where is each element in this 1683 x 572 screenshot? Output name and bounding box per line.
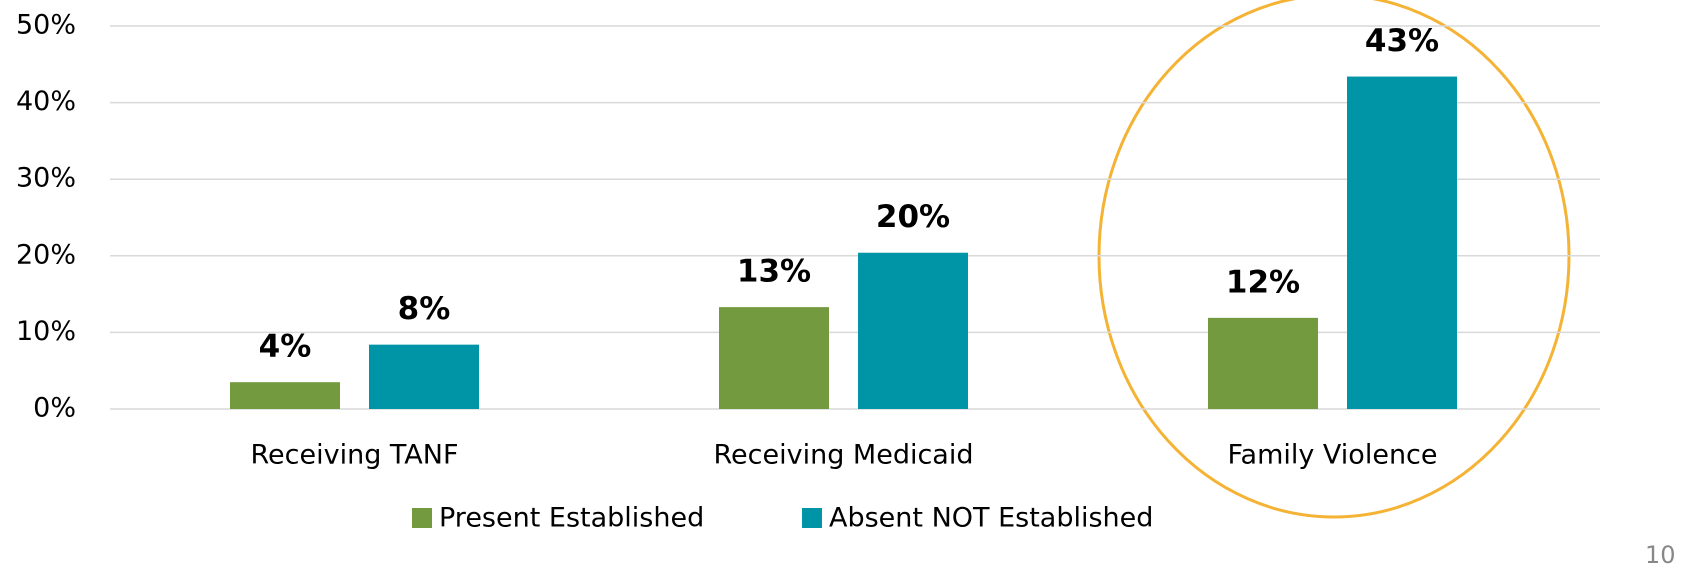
value-label: 20% [876, 199, 950, 235]
bar [230, 382, 340, 409]
value-label: 8% [398, 291, 451, 327]
x-tick-label: Family Violence [1227, 440, 1437, 471]
bar [1208, 317, 1318, 409]
bar [1347, 76, 1457, 409]
bar [369, 344, 479, 409]
y-tick-label: 30% [16, 163, 76, 194]
legend-label: Present Established [439, 503, 704, 534]
value-label: 4% [259, 329, 312, 365]
x-tick-label: Receiving Medicaid [713, 440, 973, 471]
value-label: 43% [1365, 23, 1439, 59]
legend-swatch [802, 508, 822, 528]
value-label: 13% [737, 254, 811, 290]
y-tick-label: 0% [33, 393, 76, 424]
page-number: 10 [1645, 541, 1676, 569]
bar [719, 307, 829, 409]
y-tick-label: 10% [16, 316, 76, 347]
y-tick-label: 20% [16, 239, 76, 270]
legend-swatch [412, 508, 432, 528]
y-tick-label: 40% [16, 86, 76, 117]
bar [858, 252, 968, 409]
y-tick-label: 50% [16, 10, 76, 41]
value-label: 12% [1226, 264, 1300, 300]
x-tick-label: Receiving TANF [250, 440, 458, 471]
legend-label: Absent NOT Established [829, 503, 1153, 534]
